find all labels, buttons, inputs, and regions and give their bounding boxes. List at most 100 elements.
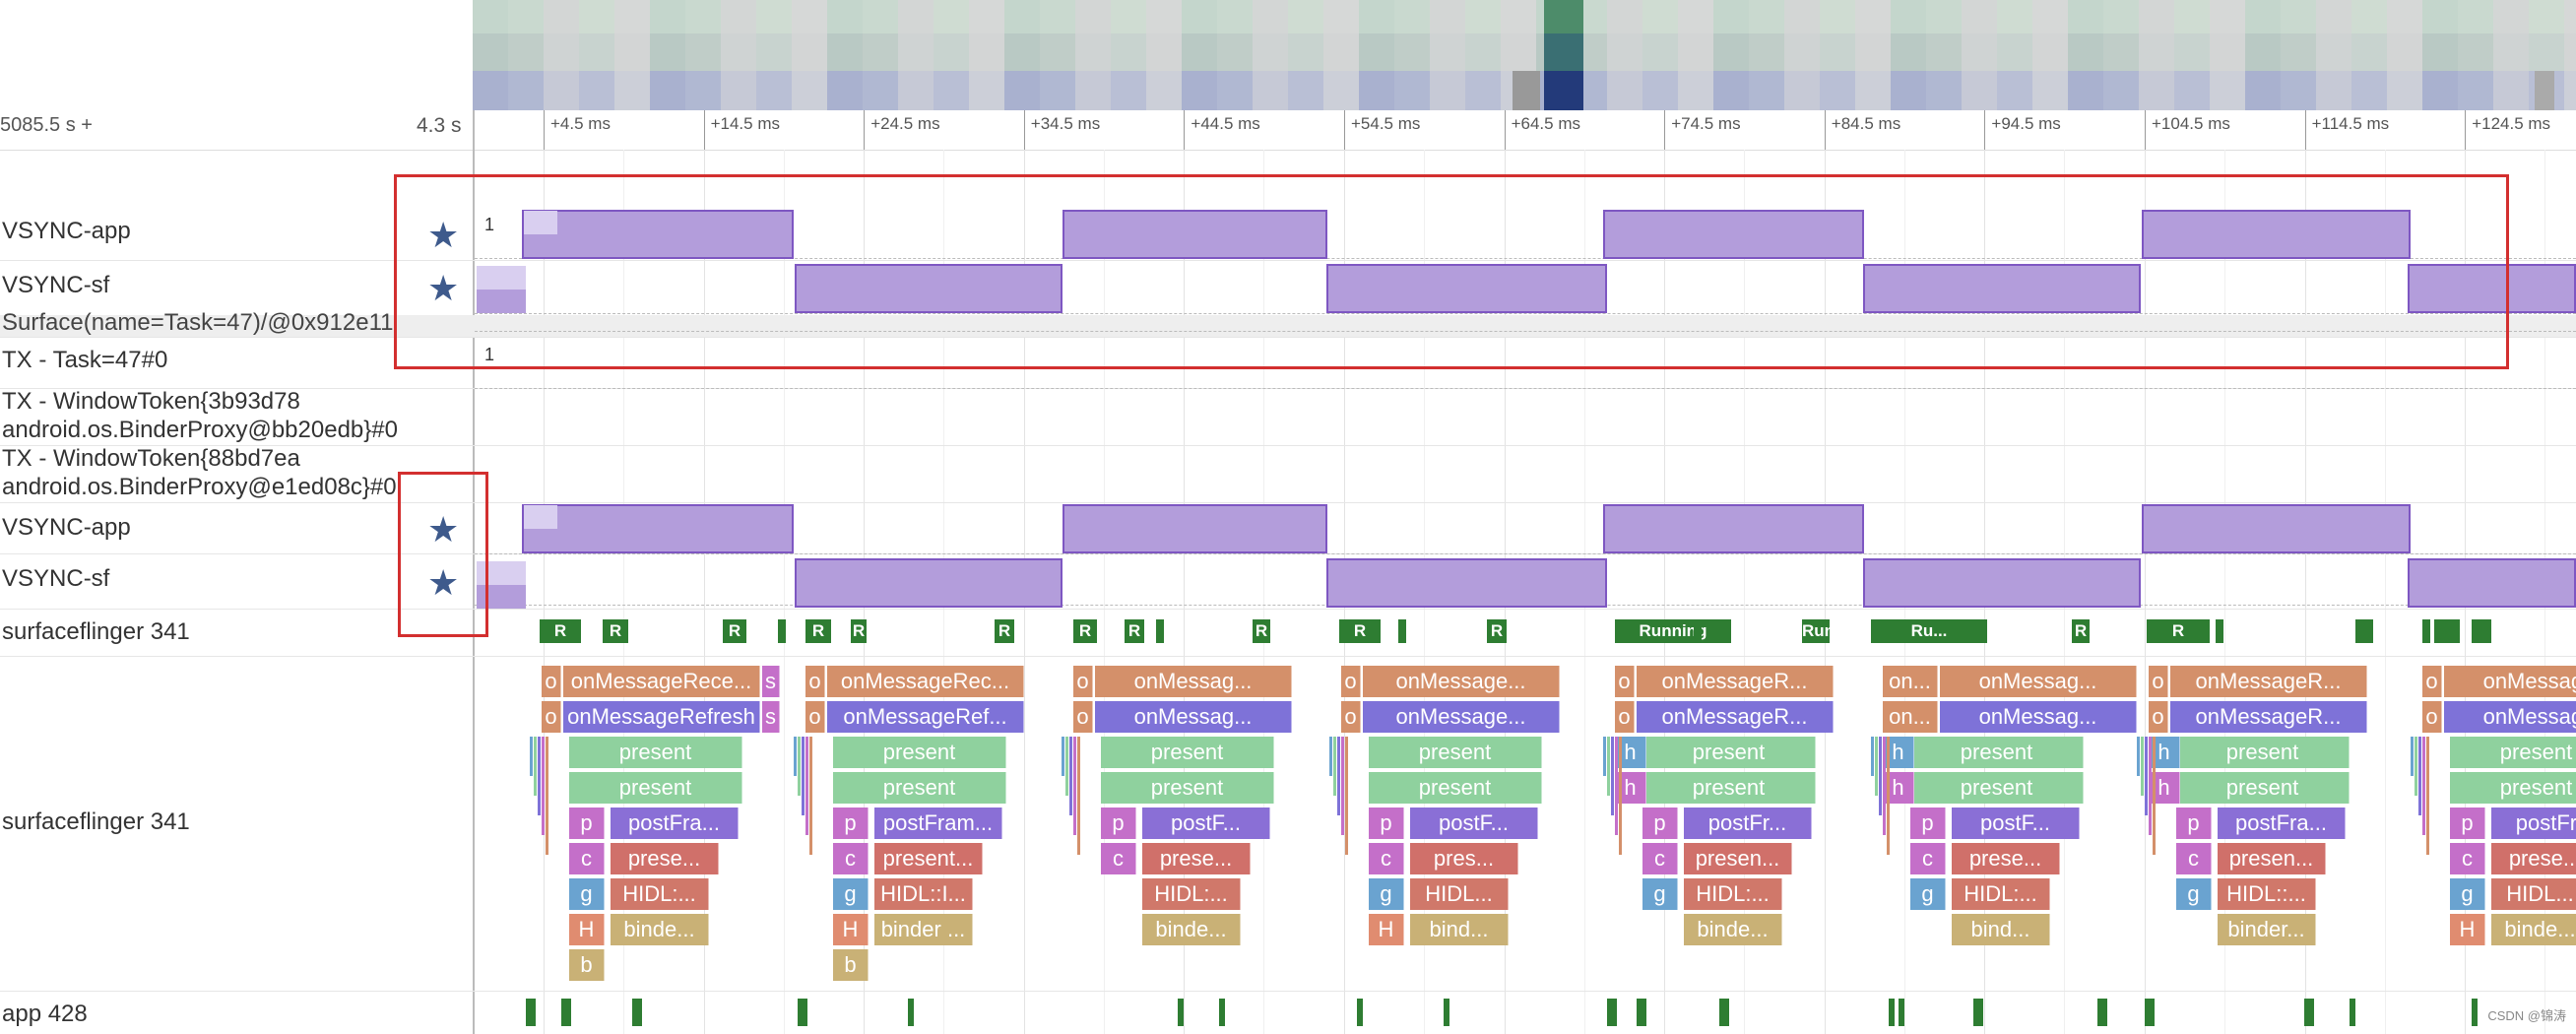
- app-thread-state[interactable]: [1178, 999, 1184, 1026]
- slice-present[interactable]: present: [2176, 737, 2350, 768]
- track-tx-window-1[interactable]: TX - WindowToken{3b93d78 android.os.Bind…: [0, 388, 2576, 446]
- slice-postframe[interactable]: postFra...: [2218, 808, 2346, 839]
- slice-onmessagereceived[interactable]: onMessageRece...: [563, 666, 760, 697]
- app-thread-state[interactable]: [1637, 999, 1646, 1026]
- slice-postframe[interactable]: postFram...: [874, 808, 1002, 839]
- slice-small[interactable]: H: [833, 914, 869, 945]
- slice-binder[interactable]: binder...: [2218, 914, 2316, 945]
- slice-onmessage-small[interactable]: o: [1615, 666, 1635, 697]
- vsync-sf-pulse[interactable]: [2408, 264, 2576, 313]
- slice-presentall[interactable]: presen...: [1684, 843, 1792, 874]
- thread-state-running[interactable]: R: [2147, 619, 2210, 643]
- thread-state-running[interactable]: [2216, 619, 2223, 643]
- pin-star-icon[interactable]: ★: [427, 215, 460, 255]
- slice-hidl[interactable]: HIDL::...: [2218, 878, 2316, 910]
- thread-state-running[interactable]: R: [1339, 619, 1381, 643]
- slice-small[interactable]: H: [2450, 914, 2485, 945]
- slice-small[interactable]: s: [762, 666, 780, 697]
- app-thread-state[interactable]: [908, 999, 914, 1026]
- slice-present[interactable]: present: [833, 772, 1006, 804]
- app-thread-state[interactable]: [2097, 999, 2107, 1026]
- slice-present[interactable]: present: [1910, 737, 2084, 768]
- slice-hidl[interactable]: HIDL:...: [611, 878, 709, 910]
- thread-state-running[interactable]: R: [1487, 619, 1507, 643]
- slice-small[interactable]: g: [1910, 878, 1946, 910]
- slice-binder[interactable]: binde...: [611, 914, 709, 945]
- pin-star-icon[interactable]: ★: [427, 509, 460, 549]
- track-surface[interactable]: Surface(name=Task=47)/@0x912e11: [0, 309, 2576, 338]
- vsync-app-pulse[interactable]: [2142, 504, 2411, 553]
- slice-present[interactable]: present: [1101, 737, 1274, 768]
- app-thread-state[interactable]: [2472, 999, 2478, 1026]
- slice-small[interactable]: p: [1101, 808, 1136, 839]
- slice-present[interactable]: present: [1642, 772, 1816, 804]
- slice-onmessagerefresh[interactable]: onMessageR...: [2170, 701, 2367, 733]
- thread-state-running[interactable]: [1694, 619, 1702, 643]
- slice-onmessagerefresh[interactable]: onMessageRef...: [827, 701, 1024, 733]
- track-tx-window-2[interactable]: TX - WindowToken{88bd7ea android.os.Bind…: [0, 445, 2576, 503]
- thread-state-running[interactable]: [1967, 619, 1975, 643]
- thread-state-running[interactable]: R: [995, 619, 1014, 643]
- slice-presentall[interactable]: presen...: [2218, 843, 2326, 874]
- slice-hidl[interactable]: HIDL...: [2491, 878, 2576, 910]
- app-thread-state[interactable]: [1973, 999, 1983, 1026]
- slice-onmessagereceived[interactable]: onMessag...: [1095, 666, 1292, 697]
- slice-binder[interactable]: binder ...: [874, 914, 973, 945]
- vsync-sf-pulse[interactable]: [1863, 558, 2141, 608]
- slice-small[interactable]: p: [2450, 808, 2485, 839]
- slice-postframe[interactable]: postF...: [1952, 808, 2080, 839]
- slice-present[interactable]: present: [833, 737, 1006, 768]
- thread-state-running[interactable]: R: [1073, 619, 1097, 643]
- slice-binder[interactable]: bind...: [1410, 914, 1509, 945]
- slice-present[interactable]: present: [1910, 772, 2084, 804]
- track-sf-threadstate[interactable]: surfaceflinger 341: [0, 609, 2576, 657]
- slice-small[interactable]: c: [2176, 843, 2212, 874]
- thread-state-running[interactable]: [2472, 619, 2491, 643]
- thread-state-running[interactable]: Running: [1615, 619, 1731, 643]
- thread-state-running[interactable]: [1156, 619, 1164, 643]
- app-thread-state[interactable]: [561, 999, 571, 1026]
- app-thread-state[interactable]: [1219, 999, 1225, 1026]
- vsync-app-pulse[interactable]: [1063, 210, 1327, 259]
- slice-onmessage-small[interactable]: o: [1073, 701, 1093, 733]
- slice-onmessage-small[interactable]: o: [805, 701, 825, 733]
- pin-star-icon[interactable]: ★: [427, 562, 460, 603]
- slice-presentall[interactable]: prese...: [2491, 843, 2576, 874]
- slice-onmessagerefresh[interactable]: onMessag...: [1095, 701, 1292, 733]
- slice-onmessage-small[interactable]: o: [2422, 701, 2442, 733]
- slice-present[interactable]: present: [1101, 772, 1274, 804]
- slice-postframe[interactable]: postFr...: [1684, 808, 1812, 839]
- slice-onmessage-small[interactable]: o: [1615, 701, 1635, 733]
- app-thread-state[interactable]: [1889, 999, 1895, 1026]
- vsync-sf-pulse[interactable]: [795, 264, 1063, 313]
- slice-present[interactable]: present: [1642, 737, 1816, 768]
- slice-small[interactable]: g: [833, 878, 869, 910]
- vsync-sf-pulse[interactable]: [1326, 264, 1607, 313]
- thread-state-running[interactable]: R: [1253, 619, 1270, 643]
- app-thread-state[interactable]: [1719, 999, 1729, 1026]
- slice-small[interactable]: c: [2450, 843, 2485, 874]
- slice-hidl[interactable]: HIDL::I...: [874, 878, 973, 910]
- slice-onmessage-small[interactable]: o: [542, 701, 561, 733]
- vsync-app-pulse[interactable]: [522, 504, 794, 553]
- slice-onmessagerefresh[interactable]: onMessag...: [1940, 701, 2137, 733]
- slice-small[interactable]: g: [2176, 878, 2212, 910]
- slice-onmessagereceived[interactable]: onMessageR...: [1637, 666, 1834, 697]
- slice-small[interactable]: g: [2450, 878, 2485, 910]
- slice-small[interactable]: p: [1642, 808, 1678, 839]
- slice-binder[interactable]: bind...: [1952, 914, 2050, 945]
- slice-hidl[interactable]: HIDL...: [1410, 878, 1509, 910]
- slice-onmessage-small[interactable]: o: [1341, 666, 1361, 697]
- slice-onmessage-small[interactable]: on...: [1883, 701, 1938, 733]
- vsync-app-pulse[interactable]: [2142, 210, 2411, 259]
- vsync-app-pulse[interactable]: [1603, 210, 1864, 259]
- app-thread-state[interactable]: [1607, 999, 1617, 1026]
- slice-postframe[interactable]: postFr...: [2491, 808, 2576, 839]
- thread-state-running[interactable]: [1398, 619, 1406, 643]
- slice-small[interactable]: g: [569, 878, 605, 910]
- slice-small[interactable]: b: [833, 949, 869, 981]
- track-sf-slices[interactable]: surfaceflinger 341: [0, 656, 2576, 992]
- slice-presentall[interactable]: prese...: [1142, 843, 1251, 874]
- slice-onmessage-small[interactable]: o: [2149, 701, 2168, 733]
- slice-presentall[interactable]: prese...: [1952, 843, 2060, 874]
